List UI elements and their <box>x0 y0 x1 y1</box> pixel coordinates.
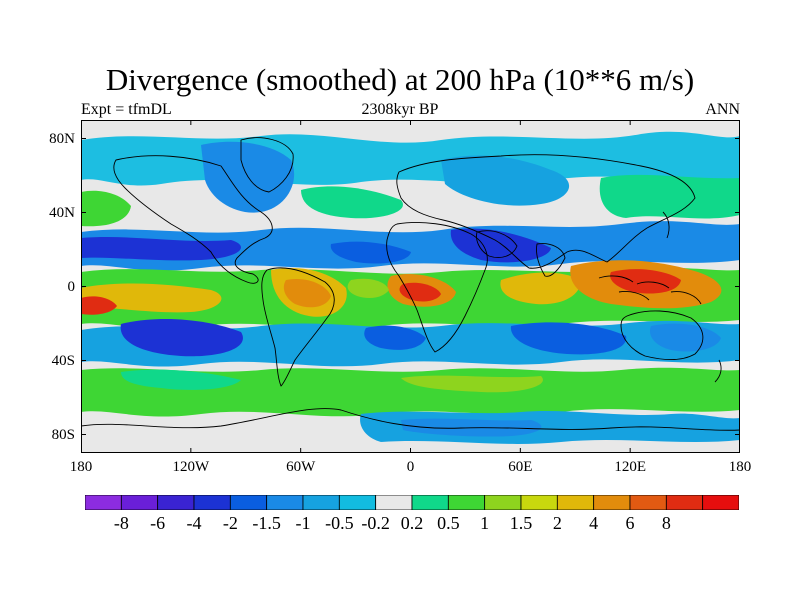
lon-label: 0 <box>406 459 415 475</box>
colorbar-swatch <box>556 495 595 510</box>
field-npac-west-positive <box>81 190 131 227</box>
colorbar-label: -4 <box>186 513 202 533</box>
field-indian-ocean-positive <box>500 272 581 305</box>
field-s-indian-core <box>510 322 627 355</box>
colorbar-swatch <box>85 495 122 510</box>
lat-label: 80S <box>51 426 75 443</box>
colorbar-swatch <box>375 495 413 510</box>
lon-label: 60E <box>508 459 533 475</box>
field-greenland-negative <box>201 141 295 213</box>
lat-label: 0 <box>67 278 76 295</box>
colorbar-label: 2 <box>552 513 562 533</box>
field-southern-ocean-strong <box>401 375 543 393</box>
lon-label: 120W <box>172 459 210 475</box>
coastlines <box>81 137 740 431</box>
field-southern-ocean-positive <box>81 367 740 417</box>
colorbar-label: -8 <box>113 513 129 533</box>
colorbar-label: 6 <box>625 513 635 533</box>
divergence-map <box>81 120 740 453</box>
coast-new-zealand <box>714 359 722 383</box>
colorbar-label: 8 <box>661 513 671 533</box>
colorbar-label: 1.5 <box>509 513 533 533</box>
experiment-label: Expt = tfmDL <box>81 101 172 118</box>
field-nh-subtropics-negative <box>81 221 740 271</box>
field-warm-pool-core <box>610 269 681 294</box>
colorbar-swatch <box>702 495 739 510</box>
colorbar-swatch <box>193 495 231 510</box>
colorbar-swatch <box>447 495 486 510</box>
lon-label: 120E <box>614 459 646 475</box>
field-siberia-negative <box>441 155 570 206</box>
colorbar-swatch <box>593 495 631 510</box>
colorbar-label: -6 <box>150 513 166 533</box>
field-aus-negative <box>649 323 721 352</box>
coast-europe-asia <box>396 154 696 269</box>
lon-label: 180 <box>69 459 93 475</box>
field-congo-core <box>399 282 441 302</box>
colorbar-swatch <box>629 495 667 510</box>
plot-title: Divergence (smoothed) at 200 hPa (10**6 … <box>105 62 695 97</box>
colorbar-label: -0.2 <box>361 513 390 533</box>
colorbar-label: 4 <box>589 513 599 533</box>
field-se-pacific-core <box>120 318 243 357</box>
field-atl-itcz-positive <box>347 278 389 298</box>
colorbar-label: 0.2 <box>400 513 424 533</box>
season-label: ANN <box>705 101 740 118</box>
colorbar-swatch <box>484 495 522 510</box>
coast-greenland <box>240 137 294 193</box>
colorbar-swatch <box>665 495 704 510</box>
colorbar <box>85 495 739 510</box>
coast-australia <box>620 310 704 360</box>
coast-south-america <box>261 267 335 387</box>
colorbar-swatch <box>120 495 159 510</box>
colorbar-swatch <box>520 495 558 510</box>
coast-maritime-continent <box>598 275 702 305</box>
colorbar-label: -1 <box>295 513 311 533</box>
coast-arabia <box>476 230 518 258</box>
colorbar-swatch <box>411 495 449 510</box>
lat-label: 40N <box>49 204 75 221</box>
field-s-atlantic-core <box>364 325 426 350</box>
colorbar-label: 1 <box>480 513 490 533</box>
lat-label: 40S <box>51 352 75 369</box>
colorbar-swatch <box>229 495 268 510</box>
field-spac-green <box>121 369 241 390</box>
colorbar-swatch <box>302 495 340 510</box>
coast-japan <box>662 211 670 239</box>
colorbar-swatch <box>338 495 377 510</box>
colorbar-label: -1.5 <box>252 513 281 533</box>
field-natl-storm-positive <box>301 186 403 219</box>
field-natl-subtrop-core <box>330 241 411 264</box>
colorbar-label: -2 <box>222 513 238 533</box>
coast-antarctica <box>81 408 740 431</box>
colorbar-swatch <box>157 495 195 510</box>
coast-north-america <box>113 155 273 284</box>
field-amazon-core <box>283 278 331 308</box>
colorbar-label: -0.5 <box>325 513 354 533</box>
map-ticks <box>81 120 740 453</box>
colorbar-swatch <box>266 495 304 510</box>
lon-label: 180 <box>728 459 752 475</box>
lat-label: 80N <box>49 130 75 147</box>
period-label: 2308kyr BP <box>361 101 439 118</box>
lon-label: 60W <box>286 459 316 475</box>
field-npac-storm-positive <box>599 174 740 219</box>
coast-africa <box>386 222 488 353</box>
coast-india <box>536 243 566 277</box>
field-dateline-core <box>81 296 117 315</box>
colorbar-label: 0.5 <box>437 513 460 533</box>
